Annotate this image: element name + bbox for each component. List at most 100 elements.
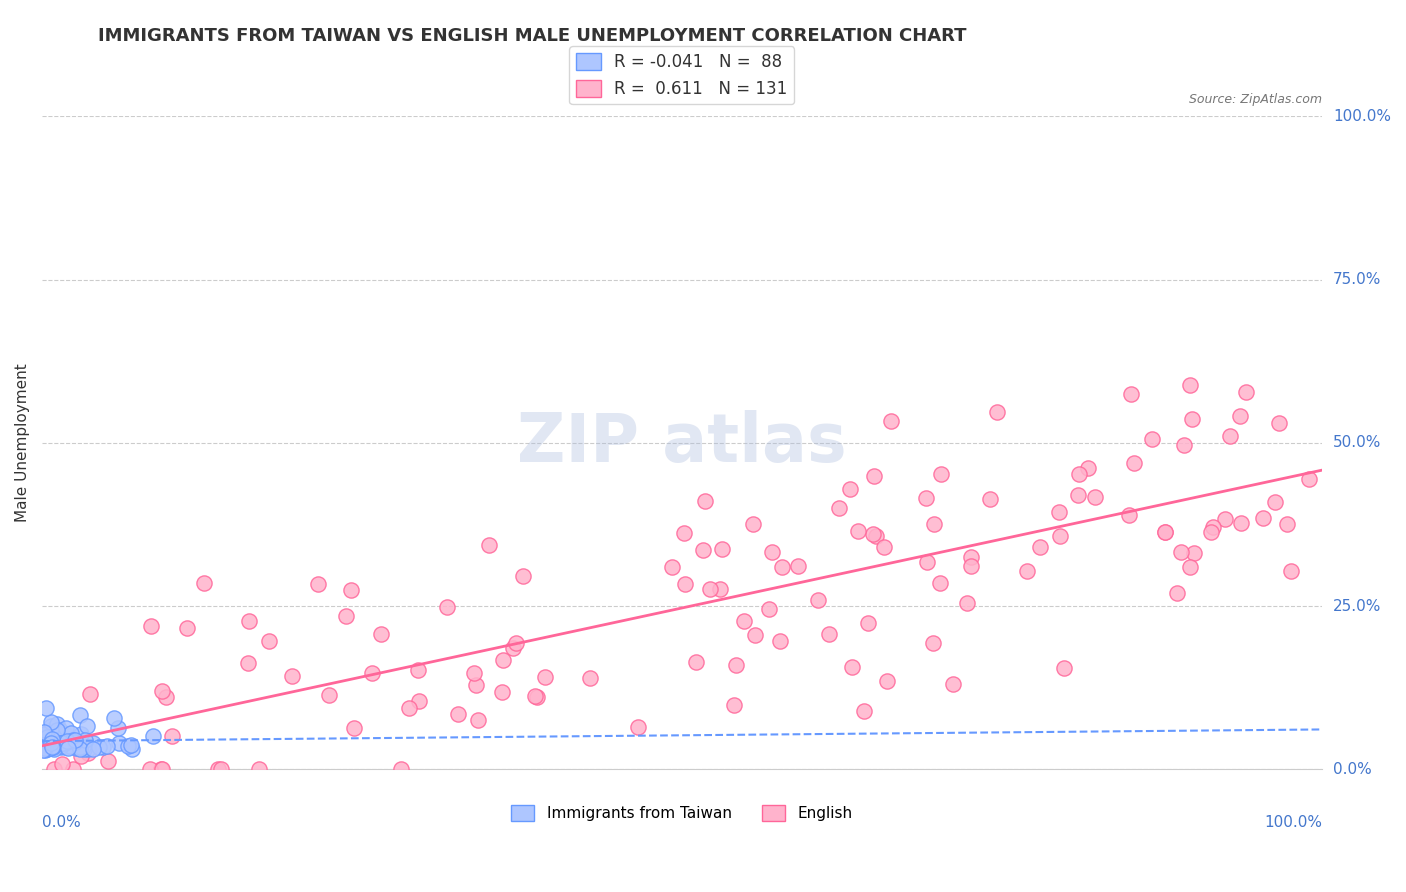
- Text: 50.0%: 50.0%: [1333, 435, 1381, 450]
- Point: [942, 677, 965, 691]
- Point: [1199, 525, 1222, 540]
- Point: [34, 737, 56, 751]
- Text: ZIP atlas: ZIP atlas: [517, 410, 846, 476]
- Point: [1230, 516, 1253, 530]
- Point: [53, 731, 76, 745]
- Point: [1049, 529, 1071, 543]
- Point: [876, 673, 898, 688]
- Point: [247, 762, 270, 776]
- Point: [45, 723, 67, 738]
- Point: [32, 733, 55, 747]
- Point: [39, 719, 62, 733]
- Point: [370, 626, 392, 640]
- Point: [49, 723, 72, 737]
- Point: [160, 729, 183, 743]
- Point: [526, 690, 548, 704]
- Point: [818, 627, 841, 641]
- Point: [70, 748, 93, 763]
- Point: [695, 494, 717, 508]
- Point: [193, 576, 215, 591]
- Point: [627, 720, 650, 734]
- Point: [60, 726, 83, 740]
- Point: [62, 732, 84, 747]
- Point: [929, 467, 952, 482]
- Point: [491, 685, 513, 699]
- Point: [176, 621, 198, 635]
- Point: [723, 698, 745, 713]
- Point: [39, 740, 62, 755]
- Point: [55, 740, 77, 755]
- Point: [673, 576, 696, 591]
- Point: [685, 656, 707, 670]
- Point: [361, 665, 384, 680]
- Point: [73, 741, 96, 756]
- Point: [960, 559, 983, 574]
- Point: [35, 735, 58, 749]
- Point: [34, 742, 56, 756]
- Point: [117, 739, 139, 753]
- Point: [41, 714, 63, 729]
- Point: [69, 740, 91, 755]
- Point: [862, 526, 884, 541]
- Point: [69, 707, 91, 722]
- Point: [121, 741, 143, 756]
- Point: [150, 762, 173, 776]
- Point: [699, 582, 721, 597]
- Point: [318, 688, 340, 702]
- Point: [207, 762, 229, 776]
- Point: [505, 636, 527, 650]
- Point: [986, 405, 1008, 419]
- Point: [838, 482, 860, 496]
- Point: [1251, 510, 1274, 524]
- Point: [34, 740, 56, 755]
- Point: [447, 706, 470, 721]
- Point: [34, 701, 56, 715]
- Point: [1264, 495, 1286, 509]
- Point: [31, 738, 53, 752]
- Point: [56, 734, 79, 748]
- Point: [41, 740, 63, 755]
- Point: [46, 716, 69, 731]
- Point: [1234, 384, 1257, 399]
- Point: [35, 739, 58, 753]
- Point: [343, 721, 366, 735]
- Point: [82, 742, 104, 756]
- Point: [1219, 429, 1241, 443]
- Point: [436, 599, 458, 614]
- Point: [733, 615, 755, 629]
- Point: [915, 491, 938, 505]
- Point: [51, 735, 73, 749]
- Point: [209, 762, 232, 776]
- Point: [41, 731, 63, 746]
- Point: [62, 737, 84, 751]
- Point: [155, 690, 177, 705]
- Point: [236, 656, 259, 670]
- Point: [502, 640, 524, 655]
- Point: [1298, 472, 1320, 486]
- Point: [280, 669, 302, 683]
- Point: [406, 663, 429, 677]
- Point: [769, 634, 792, 648]
- Point: [37, 730, 59, 744]
- Point: [42, 740, 65, 755]
- Point: [97, 755, 120, 769]
- Point: [398, 700, 420, 714]
- Point: [335, 609, 357, 624]
- Point: [922, 517, 945, 532]
- Point: [841, 660, 863, 674]
- Point: [139, 618, 162, 632]
- Point: [108, 736, 131, 750]
- Point: [828, 500, 851, 515]
- Point: [35, 731, 58, 745]
- Point: [1181, 412, 1204, 426]
- Point: [692, 543, 714, 558]
- Point: [408, 693, 430, 707]
- Point: [1215, 512, 1237, 526]
- Point: [770, 560, 793, 574]
- Point: [142, 729, 165, 743]
- Text: 25.0%: 25.0%: [1333, 599, 1381, 614]
- Point: [709, 582, 731, 596]
- Text: 75.0%: 75.0%: [1333, 272, 1381, 287]
- Point: [103, 710, 125, 724]
- Point: [1166, 586, 1188, 600]
